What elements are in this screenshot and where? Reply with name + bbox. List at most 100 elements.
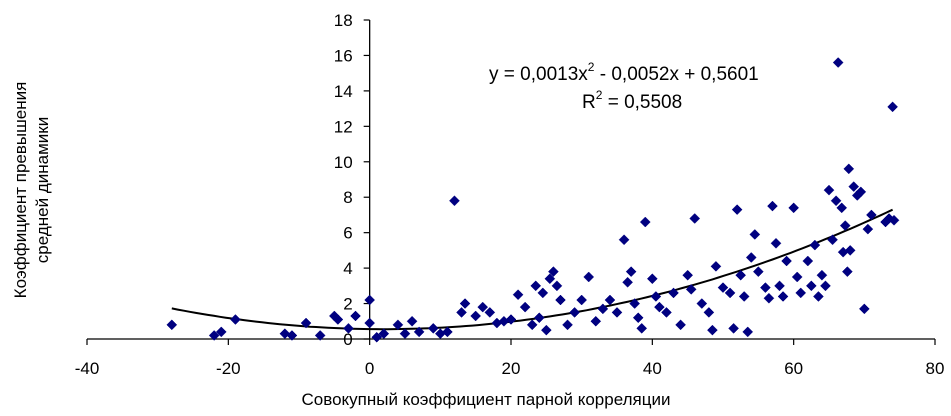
data-point: [802, 255, 814, 267]
data-point: [820, 280, 831, 292]
data-point: [774, 280, 785, 292]
data-point: [456, 307, 467, 318]
data-point: [540, 324, 552, 336]
data-point: [569, 307, 580, 318]
data-point: [728, 323, 739, 334]
data-point: [717, 282, 729, 293]
data-point: [459, 298, 471, 309]
data-point: [809, 239, 821, 251]
data-point: [625, 266, 637, 278]
data-point: [830, 195, 842, 207]
data-point: [805, 280, 817, 292]
data-point: [832, 57, 844, 68]
data-point: [843, 163, 855, 175]
data-point: [836, 202, 848, 214]
y-tick-label: 4: [343, 259, 352, 278]
y-tick-label: 18: [334, 11, 353, 30]
y-tick-label: 16: [334, 46, 353, 65]
data-point: [618, 234, 630, 246]
data-point: [752, 266, 764, 278]
data-point: [597, 303, 609, 315]
data-point: [742, 326, 754, 338]
data-point: [661, 307, 672, 318]
tick-labels: -40 -20 0 20 40 60 80 0 2 4 6 8 10 12 14 16 18: [75, 11, 945, 378]
trendline-r-squared: R2 = 0,5508: [582, 88, 682, 113]
data-point: [526, 319, 538, 331]
x-tick-label: -20: [216, 359, 241, 378]
data-point: [887, 101, 898, 113]
data-point: [738, 291, 750, 302]
y-axis-title-line-2: средней динамики: [33, 117, 52, 263]
trendline-equation: y = 0,0013x2 - 0,0052x + 0,5601: [489, 60, 759, 85]
data-point: [795, 287, 807, 299]
data-point: [862, 223, 874, 235]
data-point: [760, 282, 771, 293]
data-point: [844, 245, 856, 256]
data-point: [343, 323, 354, 334]
data-point: [839, 220, 851, 231]
data-point: [427, 323, 439, 334]
data-point: [848, 181, 860, 192]
data-point: [622, 276, 633, 288]
data-point: [707, 324, 718, 336]
data-point: [770, 237, 782, 249]
data-point: [364, 317, 376, 329]
data-point: [788, 202, 800, 214]
data-points: [166, 57, 900, 343]
data-point: [710, 260, 722, 272]
data-point: [682, 269, 694, 281]
data-point: [749, 229, 761, 240]
data-point: [724, 287, 736, 299]
data-point: [858, 303, 870, 315]
x-tick-label: -40: [75, 359, 100, 378]
y-tick-label: 2: [343, 295, 352, 314]
data-point: [816, 269, 828, 281]
data-point: [646, 273, 658, 285]
data-point: [442, 326, 453, 338]
data-point: [555, 294, 566, 306]
data-point: [215, 326, 227, 338]
data-point: [230, 314, 241, 325]
data-point: [512, 289, 524, 301]
y-tick-label: 0: [343, 330, 352, 349]
data-point: [650, 291, 662, 302]
data-point: [470, 310, 482, 322]
y-tick-label: 6: [343, 224, 352, 243]
data-point: [378, 328, 390, 340]
y-tick-label: 10: [334, 153, 353, 172]
data-point: [533, 312, 545, 324]
data-point: [505, 314, 517, 325]
data-point: [689, 213, 701, 224]
data-point: [590, 315, 602, 327]
data-point: [735, 269, 747, 281]
data-point: [685, 284, 697, 295]
data-point: [781, 255, 792, 267]
x-tick-label: 20: [502, 359, 521, 378]
data-point: [813, 291, 824, 302]
data-point: [745, 252, 757, 263]
data-point: [399, 328, 411, 340]
data-point: [888, 214, 900, 226]
data-point: [604, 294, 616, 306]
data-point: [639, 216, 651, 228]
data-point: [791, 271, 803, 283]
data-point: [371, 331, 383, 343]
y-axis-title: Коэффициент превышения средней динамики: [11, 82, 52, 299]
data-point: [777, 291, 789, 302]
data-point: [350, 310, 361, 322]
data-point: [611, 307, 623, 318]
x-tick-label: 0: [365, 359, 374, 378]
data-point: [392, 319, 404, 331]
data-point: [332, 314, 344, 325]
data-point: [703, 307, 715, 318]
data-point: [731, 204, 743, 215]
data-point: [413, 326, 425, 338]
data-point: [286, 330, 298, 341]
data-point: [208, 330, 220, 341]
data-point: [668, 287, 679, 299]
data-point: [449, 195, 460, 207]
data-point: [300, 317, 312, 329]
y-tick-label: 8: [343, 188, 352, 207]
data-point: [823, 184, 835, 196]
